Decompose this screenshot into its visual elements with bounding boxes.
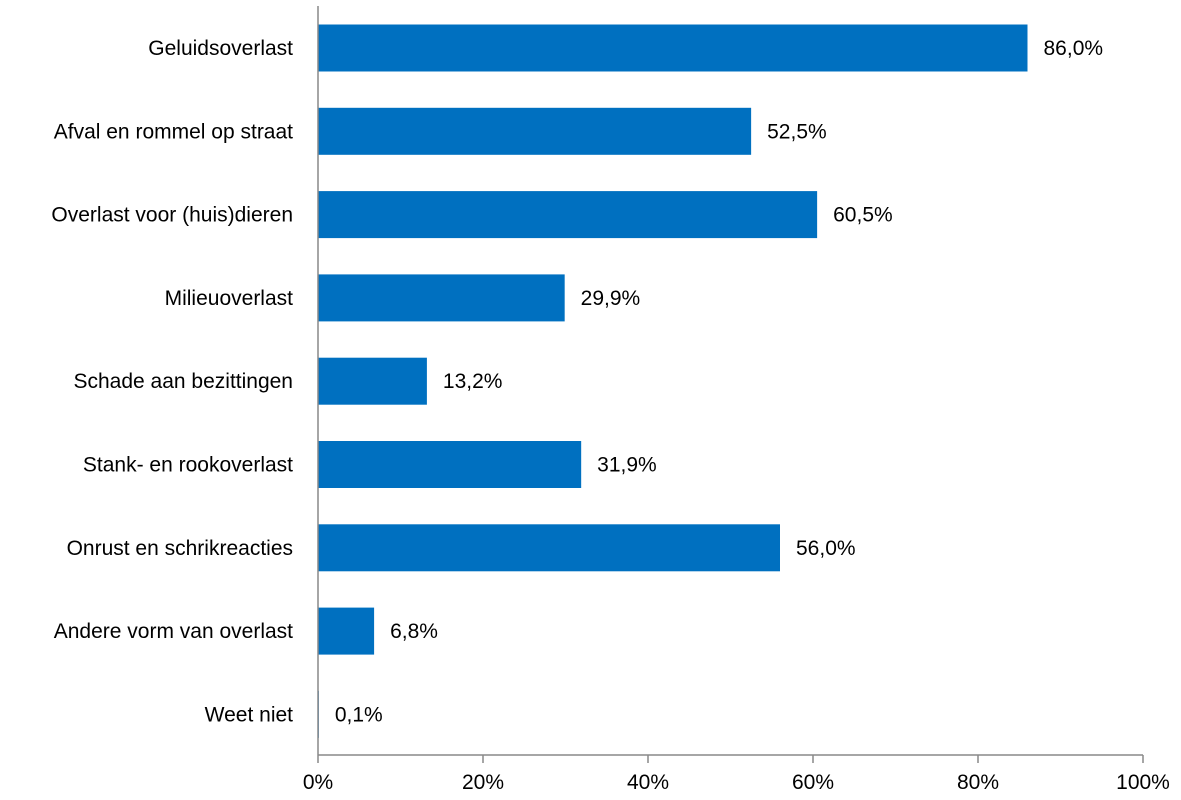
bar: [318, 24, 1028, 72]
value-label: 52,5%: [767, 120, 827, 143]
value-label: 6,8%: [390, 620, 438, 643]
bar: [318, 107, 752, 155]
value-label: 56,0%: [796, 537, 856, 560]
x-tick-label: 20%: [462, 771, 504, 794]
bar: [318, 191, 818, 239]
value-label: 31,9%: [597, 454, 657, 477]
category-label: Weet niet: [205, 703, 293, 726]
value-label: 13,2%: [443, 370, 503, 393]
category-label: Stank- en rookoverlast: [83, 454, 293, 477]
x-ticks-group: 0% 20% 40% 60% 80% 100%: [303, 755, 1170, 794]
value-labels-group: 86,0% 52,5% 60,5% 29,9% 13,2% 31,9% 56,0% 6,8% 0…: [335, 37, 1103, 726]
bar: [318, 524, 780, 572]
x-tick-label: 60%: [792, 771, 834, 794]
value-label: 86,0%: [1044, 37, 1104, 60]
category-label: Overlast voor (huis)dieren: [51, 204, 293, 227]
bar: [318, 607, 375, 655]
category-label: Milieuoverlast: [165, 287, 294, 310]
category-label: Onrust en schrikreacties: [67, 537, 293, 560]
category-label: Andere vorm van overlast: [54, 620, 293, 643]
category-label: Geluidsoverlast: [148, 37, 293, 60]
value-label: 0,1%: [335, 703, 383, 726]
x-tick-label: 100%: [1116, 771, 1170, 794]
category-labels-group: Geluidsoverlast Afval en rommel op straat…: [51, 37, 293, 726]
bar: [318, 274, 565, 322]
bar: [318, 357, 427, 405]
category-label: Schade aan bezittingen: [73, 370, 293, 393]
x-tick-label: 80%: [957, 771, 999, 794]
value-label: 60,5%: [833, 204, 893, 227]
axes-group: [317, 6, 1143, 756]
x-tick-label: 40%: [627, 771, 669, 794]
bars-group: [318, 24, 1028, 738]
value-label: 29,9%: [581, 287, 641, 310]
bar: [318, 441, 582, 488]
category-label: Afval en rommel op straat: [54, 120, 293, 143]
x-tick-label: 0%: [303, 771, 333, 794]
